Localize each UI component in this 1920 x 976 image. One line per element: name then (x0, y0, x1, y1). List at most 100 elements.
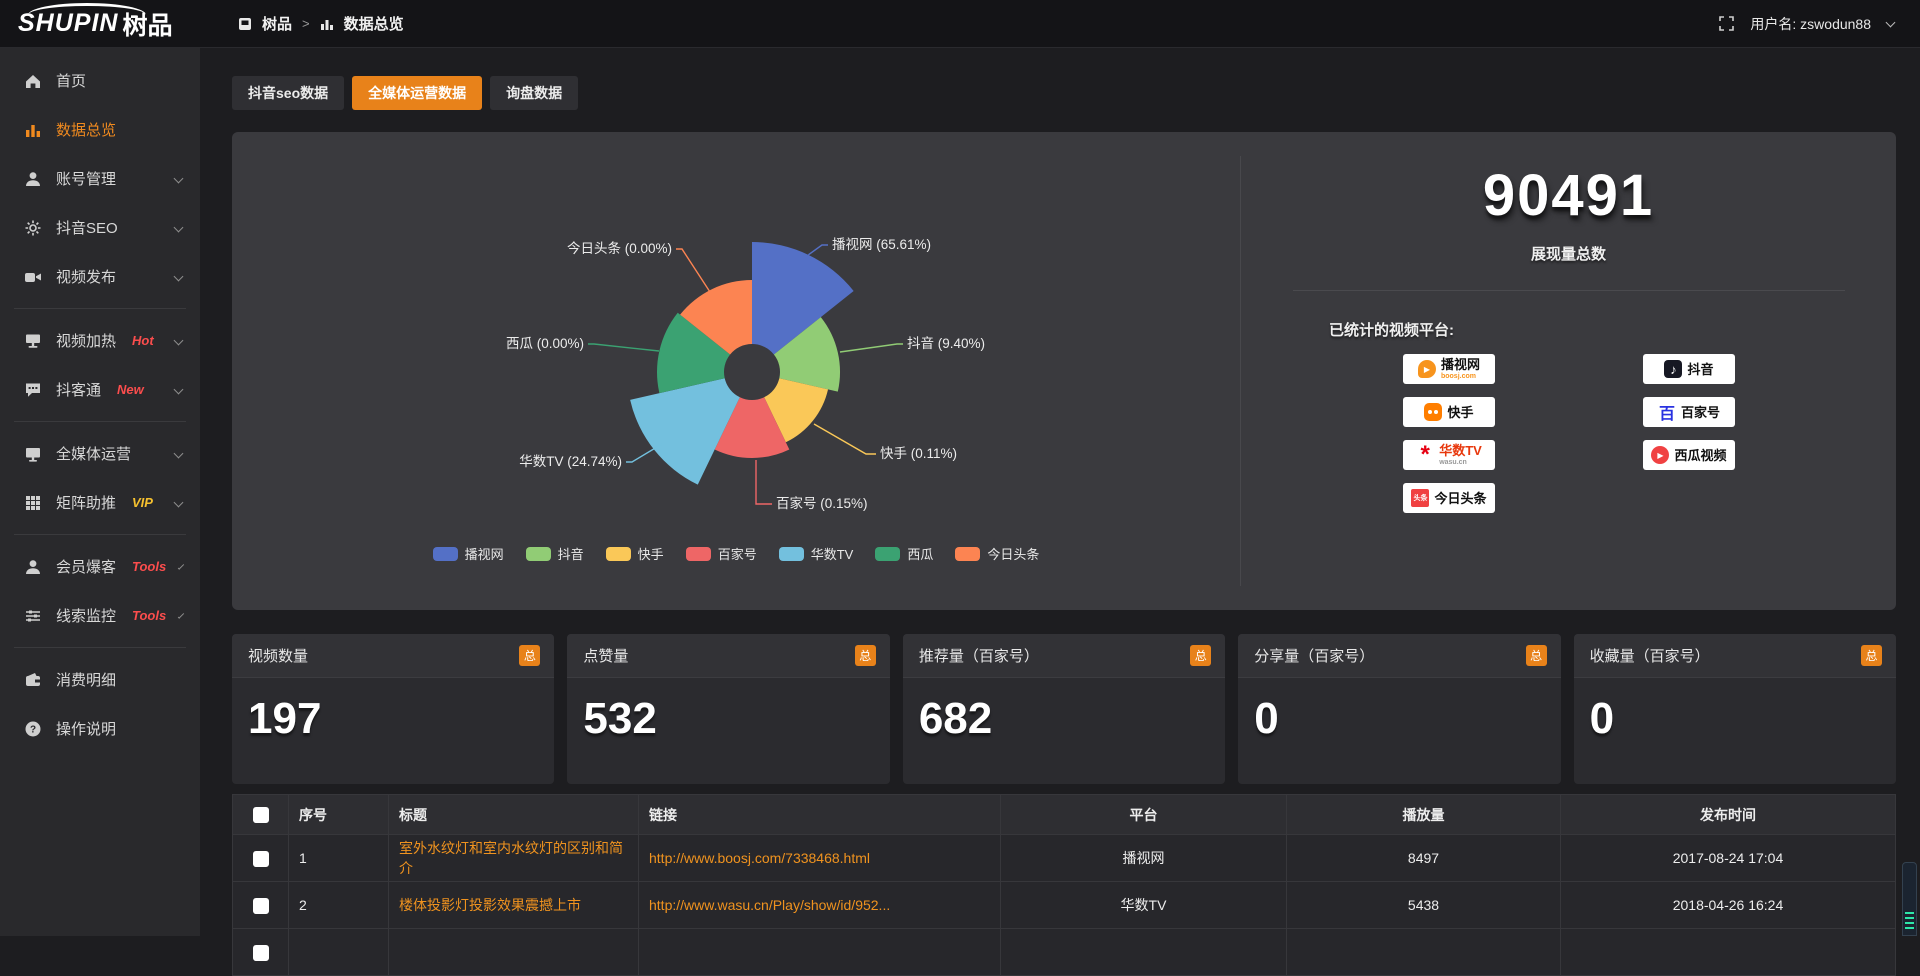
label-leader-line (756, 460, 772, 504)
table-row: 1 室外水纹灯和室内水纹灯的区别和简介 http://www.boosj.com… (233, 835, 1896, 882)
new-badge: New (117, 382, 144, 397)
stat-card-shares: 分享量（百家号）总 0 (1238, 634, 1560, 784)
legend-chip (955, 547, 980, 561)
wasu-logo-icon: * (1416, 446, 1434, 464)
breadcrumb-current: 数据总览 (344, 13, 404, 34)
sidebar-item-spend-detail[interactable]: 消费明细 (0, 655, 200, 704)
tab-douyin-seo-data[interactable]: 抖音seo数据 (232, 76, 344, 110)
select-all-checkbox[interactable] (253, 807, 269, 823)
total-badge[interactable]: 总 (1526, 645, 1547, 666)
pie-label-百家号: 百家号 (0.15%) (776, 495, 868, 511)
sidebar-divider (14, 647, 186, 648)
legend-item-抖音[interactable]: 抖音 (526, 544, 584, 563)
legend-item-华数TV[interactable]: 华数TV (779, 544, 854, 563)
legend-item-百家号[interactable]: 百家号 (686, 544, 757, 563)
tab-omnimedia-data[interactable]: 全媒体运营数据 (352, 76, 482, 110)
sidebar-item-doketong[interactable]: 抖客通 New (0, 365, 200, 414)
summary-divider (1293, 290, 1845, 291)
impressions-total-label: 展现量总数 (1241, 243, 1896, 264)
sidebar-item-douyin-seo[interactable]: 抖音SEO (0, 203, 200, 252)
chevron-down-icon (174, 498, 184, 508)
boosj-logo-icon: ▶ (1418, 360, 1436, 378)
chevron-down-icon (178, 563, 184, 569)
sidebar-item-omnimedia[interactable]: 全媒体运营 (0, 429, 200, 478)
sidebar-item-lead-monitor[interactable]: 线索监控 Tools (0, 591, 200, 640)
sidebar-item-member-burst[interactable]: 会员爆客 Tools (0, 542, 200, 591)
pie-label-今日头条: 今日头条 (0.00%) (567, 240, 672, 256)
label-leader-line (814, 424, 876, 454)
label-leader-line (808, 245, 828, 255)
sidebar: 首页 数据总览 账号管理 抖音SEO 视频发布 视频加热 Hot 抖客通 New… (0, 48, 200, 936)
breadcrumb-home[interactable]: 树品 (262, 13, 292, 34)
chevron-down-icon (174, 336, 184, 346)
legend-chip (875, 547, 900, 561)
platform-badge-toutiao[interactable]: 头条 今日头条 (1403, 483, 1495, 513)
rose-chart-area: 播视网 (65.61%)抖音 (9.40%)快手 (0.11%)百家号 (0.1… (232, 132, 1240, 610)
pie-label-抖音: 抖音 (9.40%) (907, 335, 985, 351)
cell-link[interactable]: http://www.boosj.com/7338468.html (639, 835, 1001, 882)
xigua-logo-icon: ▶ (1651, 446, 1669, 464)
svg-text:?: ? (30, 724, 36, 735)
row-checkbox[interactable] (253, 851, 269, 867)
overview-panel: 播视网 (65.61%)抖音 (9.40%)快手 (0.11%)百家号 (0.1… (232, 132, 1896, 610)
sidebar-item-video-heat[interactable]: 视频加热 Hot (0, 316, 200, 365)
sidebar-item-home[interactable]: 首页 (0, 56, 200, 105)
chevron-down-icon (174, 385, 184, 395)
table-row: 2 楼体投影灯投影效果震撼上市 http://www.wasu.cn/Play/… (233, 882, 1896, 929)
legend-item-播视网[interactable]: 播视网 (433, 544, 504, 563)
col-publish-time: 发布时间 (1561, 795, 1896, 835)
tools-badge: Tools (132, 559, 166, 574)
username: zswodun88 (1800, 16, 1871, 32)
row-checkbox[interactable] (253, 945, 269, 961)
sidebar-item-video-publish[interactable]: 视频发布 (0, 252, 200, 301)
col-link: 链接 (639, 795, 1001, 835)
total-badge[interactable]: 总 (855, 645, 876, 666)
legend-item-今日头条[interactable]: 今日头条 (955, 544, 1039, 563)
impressions-total: 90491 (1241, 162, 1896, 229)
col-index: 序号 (289, 795, 389, 835)
cell-title[interactable]: 楼体投影灯投影效果震撼上市 (389, 882, 639, 929)
rose-chart: 播视网 (65.61%)抖音 (9.40%)快手 (0.11%)百家号 (0.1… (232, 132, 1240, 610)
stat-value: 0 (1574, 678, 1896, 744)
page-scroll-widget[interactable] (1902, 862, 1917, 936)
legend-item-西瓜[interactable]: 西瓜 (875, 544, 933, 563)
total-badge[interactable]: 总 (1861, 645, 1882, 666)
videos-table: 序号 标题 链接 平台 播放量 发布时间 1 室外水纹灯和室内水纹灯的区别和简介… (232, 794, 1896, 976)
sidebar-item-matrix-boost[interactable]: 矩阵助推 VIP (0, 478, 200, 527)
total-badge[interactable]: 总 (1190, 645, 1211, 666)
sidebar-item-data-overview[interactable]: 数据总览 (0, 105, 200, 154)
sidebar-divider (14, 308, 186, 309)
chart-legend: 播视网 抖音 快手 百家号 华数TV 西瓜 今日头条 (232, 544, 1240, 563)
legend-chip (779, 547, 804, 561)
sidebar-item-help[interactable]: ? 操作说明 (0, 704, 200, 753)
pie-label-西瓜: 西瓜 (0.00%) (506, 336, 584, 351)
username-label: 用户名: zswodun88 (1750, 14, 1871, 34)
legend-chip (526, 547, 551, 561)
fullscreen-icon[interactable] (1719, 16, 1734, 31)
legend-chip (606, 547, 631, 561)
user-menu-chevron-icon[interactable] (1886, 17, 1896, 27)
cell-title[interactable]: 室外水纹灯和室内水纹灯的区别和简介 (389, 835, 639, 882)
pie-label-播视网: 播视网 (65.61%) (832, 237, 931, 252)
tab-inquiry-data[interactable]: 询盘数据 (490, 76, 578, 110)
cell-publish-time: 2017-08-24 17:04 (1561, 835, 1896, 882)
platform-badge-douyin[interactable]: ♪ 抖音 (1643, 354, 1735, 384)
cell-link[interactable]: http://www.wasu.cn/Play/show/id/952... (639, 882, 1001, 929)
legend-item-快手[interactable]: 快手 (606, 544, 664, 563)
platform-badge-baijiahao[interactable]: 百 百家号 (1643, 397, 1735, 427)
breadcrumb-separator: > (302, 16, 310, 31)
platform-badge-kuaishou[interactable]: 快手 (1403, 397, 1495, 427)
pie-label-华数TV: 华数TV (24.74%) (519, 454, 622, 469)
app-logo[interactable]: SHUPIN 树品 (0, 6, 200, 42)
total-badge[interactable]: 总 (519, 645, 540, 666)
platform-badge-xigua[interactable]: ▶ 西瓜视频 (1643, 440, 1735, 470)
sidebar-item-account[interactable]: 账号管理 (0, 154, 200, 203)
label-leader-line (676, 249, 710, 292)
stat-card-likes: 点赞量总 532 (567, 634, 889, 784)
row-checkbox[interactable] (253, 898, 269, 914)
stat-label: 视频数量 (248, 645, 308, 666)
chevron-down-icon (174, 272, 184, 282)
